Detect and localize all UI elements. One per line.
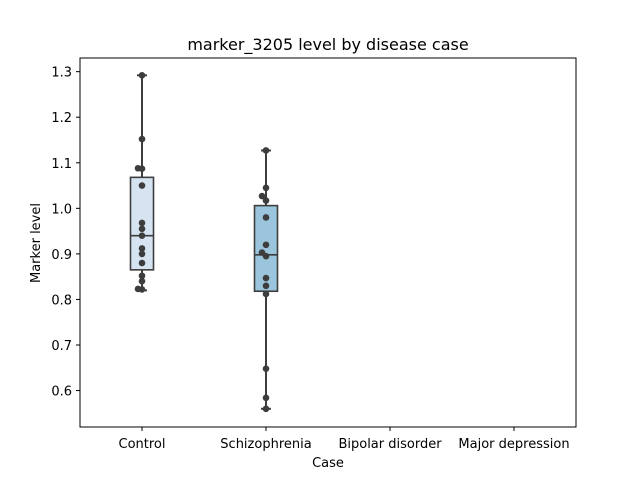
data-point bbox=[262, 274, 270, 282]
plot-area bbox=[129, 72, 279, 413]
y-tick-label: 1.3 bbox=[51, 66, 72, 81]
y-tick-label: 0.9 bbox=[51, 248, 72, 263]
data-point bbox=[262, 290, 270, 298]
data-point bbox=[262, 394, 270, 402]
data-point bbox=[262, 241, 270, 249]
y-tick-label: 0.8 bbox=[51, 293, 72, 308]
data-point bbox=[138, 225, 146, 233]
data-point bbox=[138, 277, 146, 285]
data-point bbox=[258, 249, 266, 256]
data-point bbox=[138, 72, 146, 79]
x-tick-label: Bipolar disorder bbox=[338, 437, 442, 452]
data-point bbox=[138, 250, 146, 258]
chart-title: marker_3205 level by disease case bbox=[187, 35, 468, 55]
data-point bbox=[262, 365, 270, 372]
data-point bbox=[138, 272, 146, 280]
data-point bbox=[134, 164, 142, 172]
data-point bbox=[262, 147, 270, 154]
data-point bbox=[138, 182, 146, 189]
y-tick-label: 0.6 bbox=[51, 385, 72, 400]
data-point bbox=[262, 184, 270, 192]
y-axis-title: Marker level bbox=[29, 203, 44, 283]
data-point bbox=[134, 285, 142, 293]
data-point bbox=[138, 259, 146, 267]
data-point bbox=[138, 232, 146, 239]
data-point bbox=[262, 282, 270, 290]
data-point bbox=[262, 197, 270, 204]
data-point bbox=[138, 219, 146, 227]
data-point bbox=[138, 135, 146, 143]
y-tick-label: 1.0 bbox=[51, 202, 72, 217]
data-point bbox=[262, 405, 270, 413]
x-axis-title: Case bbox=[312, 456, 344, 471]
y-tick-label: 0.7 bbox=[51, 339, 72, 354]
x-tick-label: Control bbox=[119, 437, 166, 452]
data-point bbox=[258, 192, 266, 200]
axes-frame bbox=[79, 57, 577, 428]
data-point bbox=[138, 245, 146, 252]
y-tick-label: 1.1 bbox=[51, 157, 72, 172]
y-tick-label: 1.2 bbox=[51, 111, 72, 126]
data-point bbox=[262, 214, 270, 221]
x-tick-label: Major depression bbox=[458, 437, 569, 452]
x-tick-label: Schizophrenia bbox=[220, 437, 311, 452]
